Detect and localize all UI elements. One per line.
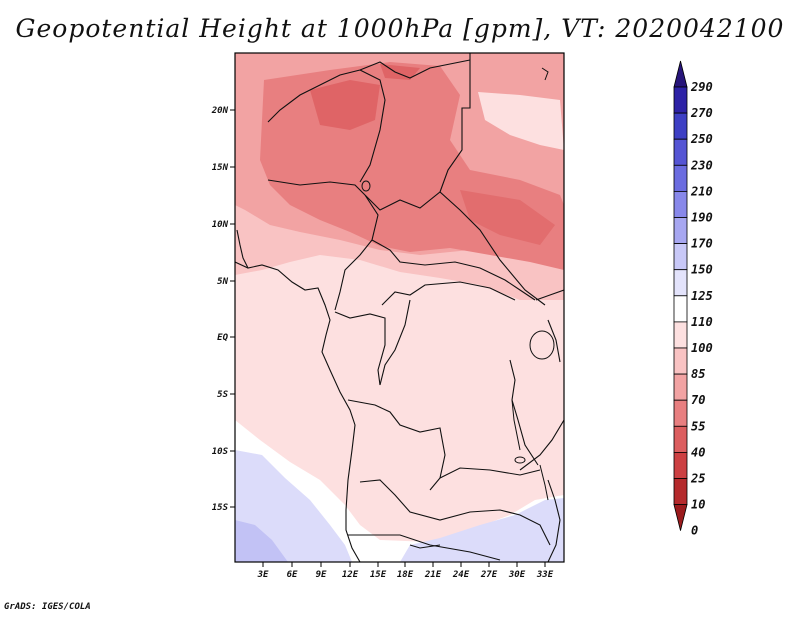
colorbar-label: 125 bbox=[691, 289, 713, 303]
plot-title: Geopotential Height at 1000hPa [gpm], VT… bbox=[15, 14, 785, 43]
colorbar-label: 110 bbox=[691, 315, 713, 329]
lat-tick-label: 5S bbox=[217, 390, 228, 400]
niger-nigeria-border bbox=[267, 179, 366, 196]
lat-tick-label: 15S bbox=[212, 503, 229, 513]
field-40-region-east bbox=[460, 190, 555, 245]
niger-chad-border bbox=[359, 69, 386, 183]
car-south-border bbox=[371, 239, 536, 301]
gabon-congo-border bbox=[334, 311, 386, 386]
colorbar-cell bbox=[673, 190, 688, 218]
colorbar-label: 270 bbox=[690, 106, 713, 120]
colorbar-cell bbox=[673, 243, 688, 271]
colorbar-label: 10 bbox=[691, 498, 705, 512]
atlantic-coastline bbox=[235, 261, 361, 562]
lon-tick-label: 15E bbox=[370, 570, 387, 580]
lon-tick-label: 18E bbox=[397, 570, 414, 580]
malawi-tanzania-border bbox=[519, 419, 564, 471]
namibia-caprivi-border bbox=[348, 534, 501, 561]
colorbar-cell bbox=[673, 295, 688, 323]
uganda-kenya-border bbox=[547, 319, 561, 363]
angola-drc-border bbox=[347, 399, 446, 491]
colorbar-cell bbox=[673, 425, 688, 453]
colorbar-label: 55 bbox=[691, 419, 705, 433]
libya-egypt-sudan-border bbox=[439, 53, 471, 193]
colorbar-label: 70 bbox=[691, 393, 705, 407]
lake-chad bbox=[361, 180, 371, 192]
colorbar-label: 150 bbox=[691, 263, 713, 277]
colorbar-cell bbox=[673, 347, 688, 375]
colorbar-label: 25 bbox=[690, 472, 705, 486]
colorbar-cell bbox=[673, 451, 688, 479]
colorbar-label: 85 bbox=[691, 367, 705, 381]
colorbar-cell bbox=[673, 478, 688, 506]
colorbar-cell bbox=[673, 399, 688, 427]
zambia-north-border bbox=[439, 467, 541, 479]
colorbar-cell bbox=[673, 86, 688, 114]
lon-tick-label: 6E bbox=[287, 570, 298, 580]
lon-tick-label: 24E bbox=[452, 570, 470, 580]
colorbar-label: 210 bbox=[690, 184, 713, 198]
colorbar-top-arrow bbox=[673, 60, 688, 88]
colorbar-cell bbox=[673, 217, 688, 245]
colorbar-label: 40 bbox=[691, 445, 705, 459]
field-150-corner bbox=[235, 520, 288, 562]
colorbar-cell bbox=[673, 112, 688, 140]
congo-drc-border bbox=[379, 299, 411, 386]
lake-tanganyika bbox=[511, 399, 521, 451]
colorbar-label: 0 bbox=[691, 524, 698, 538]
lon-tick-label: 33E bbox=[536, 570, 554, 580]
mozambique-border bbox=[547, 479, 561, 562]
lon-tick-label: 12E bbox=[342, 570, 359, 580]
field-40-region-north bbox=[380, 64, 420, 80]
colorbar-label: 230 bbox=[690, 158, 713, 172]
borders-and-coastlines bbox=[235, 53, 564, 562]
chad-sudan-car-border bbox=[364, 191, 546, 306]
colorbar-label: 290 bbox=[690, 80, 713, 94]
lake-mweru bbox=[514, 456, 526, 464]
grads-credit: GrADS: IGES/COLA bbox=[4, 602, 91, 612]
lake-victoria bbox=[529, 330, 555, 360]
colorbar-label: 250 bbox=[690, 132, 713, 146]
latitude-ticks: 20N 15N 10N 5N EQ 5S 10S 15S bbox=[211, 106, 235, 513]
field-125-southeast bbox=[400, 498, 564, 562]
colorbar-cell bbox=[673, 138, 688, 166]
lat-tick-label: 15N bbox=[212, 163, 229, 173]
longitude-ticks: 3E 6E 9E 12E 15E 18E 21E 24E 27E 30E 33E bbox=[257, 562, 554, 580]
map-frame bbox=[234, 52, 565, 563]
drc-north-border bbox=[381, 281, 516, 306]
lon-tick-label: 3E bbox=[257, 570, 269, 580]
colorbar-cell bbox=[673, 164, 688, 192]
field-100-red-sea bbox=[478, 92, 564, 150]
lat-tick-label: 10S bbox=[212, 447, 229, 457]
field-40-region-sahara bbox=[310, 80, 380, 130]
colorbar-cell bbox=[673, 269, 688, 297]
lat-tick-label: 20N bbox=[211, 106, 229, 116]
lon-tick-label: 27E bbox=[480, 570, 498, 580]
lat-tick-label: 5N bbox=[217, 277, 228, 287]
colorbar-label: 170 bbox=[691, 237, 713, 251]
lat-tick-label: 10N bbox=[212, 220, 229, 230]
shaded-field bbox=[235, 53, 564, 562]
nigeria-cameroon-border bbox=[334, 194, 379, 311]
lakes bbox=[361, 67, 555, 549]
lon-tick-label: 21E bbox=[424, 570, 442, 580]
liberia-coast bbox=[236, 229, 249, 269]
east-african-rift-border bbox=[509, 359, 539, 466]
angola-zambia-south-border bbox=[359, 479, 551, 546]
colorbar: 2902702502302101901701501251101008570554… bbox=[673, 60, 713, 538]
colorbar-bottom-arrow bbox=[673, 504, 688, 531]
lat-tick-label: EQ bbox=[217, 333, 228, 343]
lake-malawi bbox=[539, 464, 549, 501]
colorbar-label: 100 bbox=[691, 341, 713, 355]
south-sudan-east-border bbox=[535, 289, 564, 301]
red-sea-coast bbox=[541, 67, 549, 81]
lon-tick-label: 30E bbox=[508, 570, 526, 580]
lon-tick-label: 9E bbox=[316, 570, 327, 580]
colorbar-cell bbox=[673, 321, 688, 349]
lake-kariba bbox=[409, 544, 441, 549]
colorbar-cell bbox=[673, 373, 688, 401]
colorbar-label: 190 bbox=[691, 211, 713, 225]
